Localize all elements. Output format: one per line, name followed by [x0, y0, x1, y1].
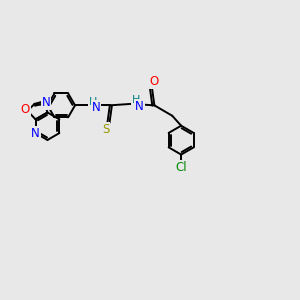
- Text: O: O: [149, 75, 158, 88]
- Text: N: N: [42, 96, 50, 109]
- Text: S: S: [102, 123, 109, 136]
- Text: N: N: [135, 100, 144, 113]
- Text: O: O: [20, 103, 30, 116]
- Text: N: N: [92, 101, 100, 114]
- Text: Cl: Cl: [175, 161, 187, 174]
- Text: N: N: [31, 127, 40, 140]
- Text: H: H: [89, 97, 97, 107]
- Text: H: H: [132, 95, 141, 105]
